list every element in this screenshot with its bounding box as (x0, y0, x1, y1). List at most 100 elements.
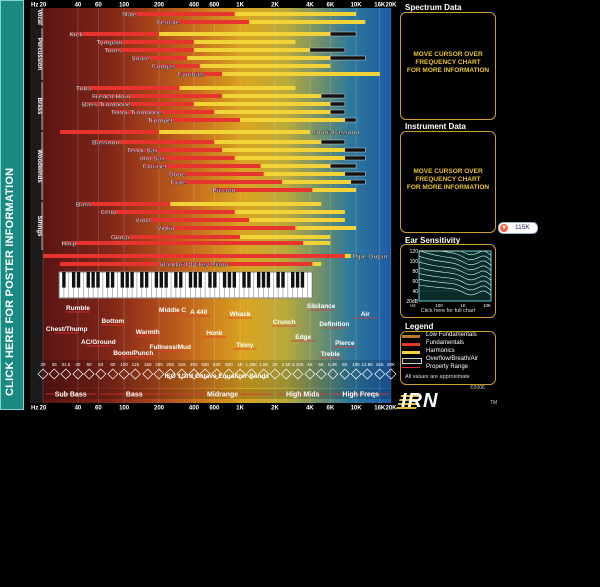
piano-black-key (76, 272, 81, 288)
overflow-bar-flute (350, 179, 366, 185)
eq-band-1: 25 (52, 362, 58, 367)
harm-bar-flute (282, 180, 351, 184)
eq-band-8: 125 (132, 362, 140, 367)
ear-curve-7 (418, 279, 492, 291)
bottom-tick-12: 16K (374, 406, 386, 412)
instrument-label-bass-trombone: Bass Trombone (82, 102, 131, 109)
range-label-sub-bass: Sub Bass (55, 392, 87, 399)
range-label-high-freqs: High Freqs (342, 392, 379, 399)
range-label-high-mids: High Mids (286, 392, 320, 399)
share-badge[interactable]: ♥ 115K (498, 222, 538, 234)
instrument-label-tympani: Tympani (96, 40, 122, 47)
property-label-bottom: Bottom (101, 318, 124, 325)
eq-band-diamond-22 (292, 368, 304, 380)
eq-band-diamond-6 (107, 368, 119, 380)
harm-bar-trumpet (240, 118, 345, 122)
harm-bar-cymbals (222, 72, 380, 76)
eq-band-diamond-14 (199, 368, 211, 380)
top-tick-11: 10K (351, 3, 363, 9)
harm-bar-tenor-trombone (214, 110, 331, 114)
ear-panel[interactable]: 120 100 80 60 40 20dB Hz 100 1K 10K Click here fo… (400, 244, 496, 318)
piano-black-key (213, 272, 217, 288)
eq-band-diamond-19 (258, 368, 270, 380)
top-tick-0: 20 (40, 3, 47, 9)
piano-black-key (144, 272, 149, 288)
fund-bar-viola (137, 218, 250, 222)
harm-bar-contrabassoon (159, 130, 310, 134)
property-label-edge: Edge (295, 334, 311, 341)
eq-band-30: 20K (387, 362, 395, 367)
harm-bar-bass (170, 202, 322, 206)
eq-band-11: 250 (166, 362, 174, 367)
fund-bar-flute (172, 180, 283, 184)
eq-band-23: 4K (307, 362, 313, 367)
legend-item-low-fund: Low Fundamentals (426, 332, 477, 338)
legend-item-fund: Fundamentals (426, 340, 465, 346)
range-label-midrange: Midrange (207, 392, 238, 399)
spectrum-message-3: FOR MORE INFORMATION (406, 67, 490, 74)
ear-title: Ear Sensitivity (405, 236, 461, 245)
category-woodwinds: Woodwinds (36, 149, 42, 183)
instrument-label-contrabassoon: Contrabassoon (312, 130, 360, 137)
eq-band-diamond-26 (339, 368, 351, 380)
instrument-label-bass: Bass (76, 202, 92, 209)
fund-bar-cymbals (179, 72, 223, 76)
instrument-label-cello: Cello (100, 210, 116, 217)
bottom-tick-9: 4K (306, 406, 314, 412)
instrument-label-toms: Toms (104, 48, 121, 55)
irn-logo[interactable]: IRN (401, 390, 439, 412)
ear-caption: Click here for full chart (420, 308, 476, 314)
instrument-title: Instrument Data (405, 122, 466, 131)
top-tick-3: 100 (119, 3, 130, 9)
overflow-bar-bass-trombone (330, 101, 346, 107)
piano-black-key (110, 272, 115, 288)
top-tick-7: 1K (236, 3, 244, 9)
eq-band-27: 10K (352, 362, 360, 367)
legend-swatch-overflow (402, 358, 422, 364)
harm-bar-piccolo (312, 188, 357, 192)
ear-curve-5 (418, 267, 492, 281)
top-axis-bg (30, 0, 391, 8)
fund-bar-harp (63, 241, 304, 245)
spectrum-title: Spectrum Data (405, 3, 462, 12)
top-tick-8: 2K (271, 3, 279, 9)
poster-info-tab[interactable]: CLICK HERE FOR POSTER INFORMATION (0, 0, 24, 410)
eq-band-diamond-5 (95, 368, 107, 380)
instrument-label-french-horn: French Horn (92, 94, 131, 101)
eq-band-29: 16K (376, 362, 384, 367)
category-percussion: Percussion (36, 38, 42, 71)
eq-band-diamond-3 (72, 368, 84, 380)
bottom-tick-8: 2K (271, 406, 279, 412)
property-label-whack: Whack (230, 311, 251, 318)
eq-band-diamond-2 (60, 368, 72, 380)
instrument-label-flute: Flute (170, 180, 186, 187)
instrument-label-tuba: Tuba (76, 86, 91, 93)
fund-bar-kick (71, 32, 159, 36)
piano-black-key (174, 272, 178, 288)
property-label-chest-thump: Chest/Thump (46, 326, 88, 333)
eq-band-5: 63 (98, 362, 104, 367)
ear-xtick-3: 10K (483, 303, 491, 308)
harm-bar-congas (199, 64, 331, 68)
spectrum-panel: MOVE CURSOR OVER FREQUENCY CHART FOR MOR… (400, 12, 496, 120)
harm-bar-male (234, 12, 357, 16)
instrument-label-snare: Snare (131, 56, 149, 63)
top-tick-6: 600 (209, 3, 220, 9)
eq-title: ISO 1/3rd Octave Equalizer Bands (165, 373, 270, 380)
eq-band-diamond-21 (280, 368, 292, 380)
ear-curve-3 (418, 256, 492, 271)
piano-black-key (125, 272, 129, 288)
fund-bar-tuba (77, 86, 180, 90)
piano-black-key (120, 272, 125, 288)
piano-black-key (96, 272, 100, 288)
legend-item-overflow: Overflow/Breath/Air (426, 356, 479, 362)
fund-bar-oboe (170, 172, 264, 176)
ear-ytick-2: 80 (412, 269, 418, 275)
ear-ytick-3: 60 (412, 279, 418, 285)
eq-band-diamond-25 (327, 368, 339, 380)
ear-xtick-2: 1K (460, 303, 466, 308)
eq-band-0: 20 (40, 362, 46, 367)
piano-black-key (281, 272, 285, 288)
